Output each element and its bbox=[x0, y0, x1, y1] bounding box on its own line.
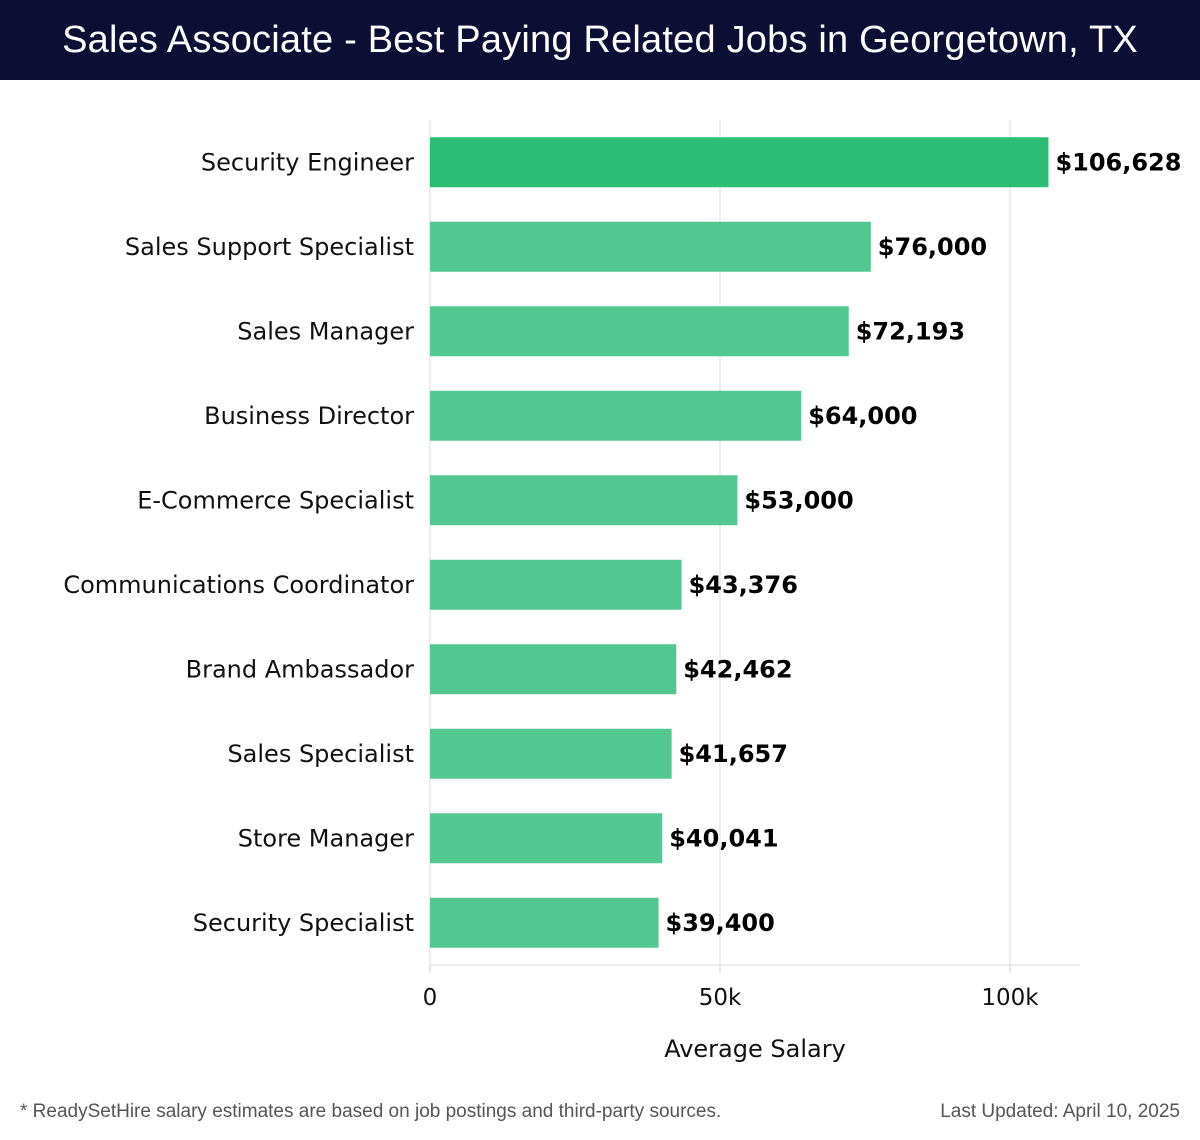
value-label: $42,462 bbox=[683, 655, 792, 683]
category-label: Brand Ambassador bbox=[186, 655, 414, 683]
value-label: $76,000 bbox=[878, 233, 987, 261]
value-label: $40,041 bbox=[669, 824, 778, 852]
bar bbox=[430, 306, 849, 357]
category-label: Sales Specialist bbox=[227, 740, 414, 768]
category-label: Business Director bbox=[204, 402, 414, 430]
value-label: $106,628 bbox=[1055, 148, 1181, 176]
value-label: $53,000 bbox=[744, 486, 853, 514]
category-label: Security Engineer bbox=[201, 148, 414, 176]
bar bbox=[430, 390, 802, 441]
category-label: E-Commerce Specialist bbox=[137, 486, 414, 514]
category-label: Store Manager bbox=[238, 824, 414, 852]
chart-title: Sales Associate - Best Paying Related Jo… bbox=[62, 18, 1138, 61]
chart-header: Sales Associate - Best Paying Related Jo… bbox=[0, 0, 1200, 80]
value-label: $43,376 bbox=[689, 571, 798, 599]
x-tick-label: 100k bbox=[981, 985, 1039, 1011]
bar bbox=[430, 644, 677, 695]
footnote: * ReadySetHire salary estimates are base… bbox=[20, 1101, 722, 1122]
value-label: $72,193 bbox=[856, 317, 965, 345]
category-label: Sales Support Specialist bbox=[125, 233, 414, 261]
category-label: Communications Coordinator bbox=[63, 571, 414, 599]
bar bbox=[430, 728, 672, 779]
bar bbox=[430, 813, 663, 864]
value-label: $64,000 bbox=[808, 402, 917, 430]
value-label: $41,657 bbox=[679, 740, 788, 768]
bar bbox=[430, 137, 1049, 188]
bar bbox=[430, 559, 682, 610]
x-axis-title: Average Salary bbox=[664, 1035, 846, 1063]
last-updated: Last Updated: April 10, 2025 bbox=[940, 1101, 1180, 1122]
bar-chart: Security Engineer $106,628 Sales Support S… bbox=[63, 120, 1181, 1063]
value-label: $39,400 bbox=[666, 909, 775, 937]
category-label: Security Specialist bbox=[193, 909, 414, 937]
x-tick-label: 0 bbox=[423, 985, 438, 1011]
x-tick-label: 50k bbox=[699, 985, 742, 1011]
category-label: Sales Manager bbox=[237, 317, 414, 345]
bar bbox=[430, 221, 871, 272]
bar bbox=[430, 475, 738, 526]
bar bbox=[430, 897, 659, 948]
